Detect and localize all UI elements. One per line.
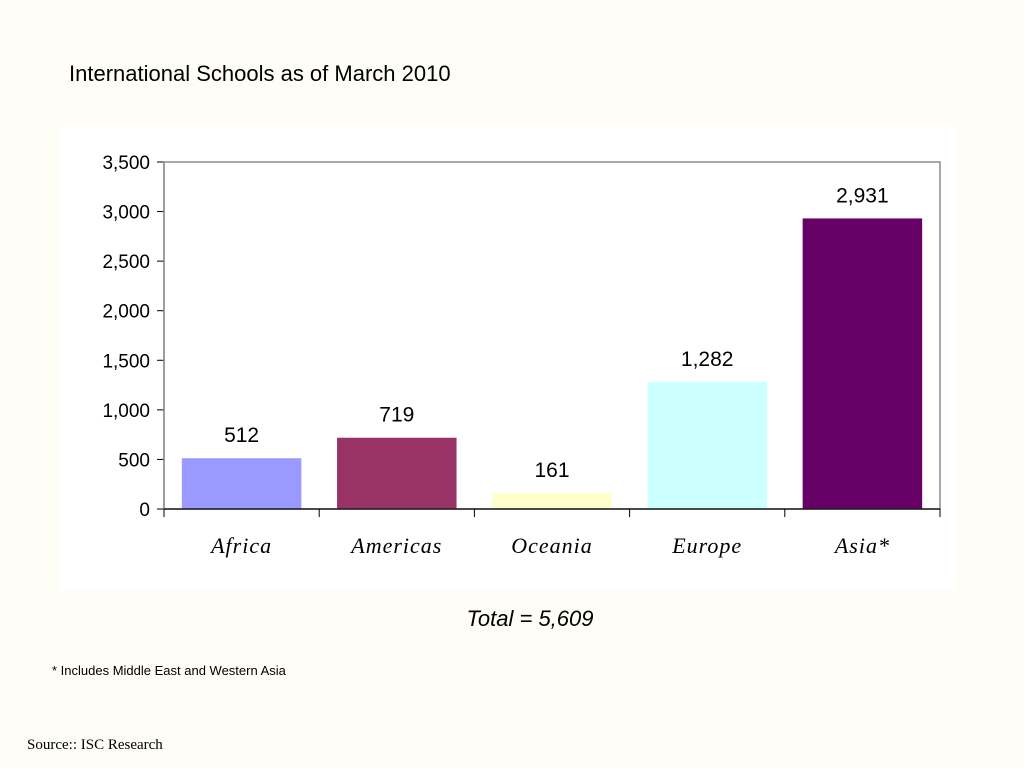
bar: [337, 437, 457, 509]
y-tick-label: 3,500: [102, 153, 150, 174]
y-tick-label: 3,000: [102, 203, 150, 224]
bar-value-label: 161: [534, 459, 569, 482]
bar: [647, 381, 767, 509]
bar-chart: 0 500 1,000 1,500 2,000 2,500 3,000 3,500 512 71…: [102, 153, 941, 558]
y-tick-label: 1,500: [102, 351, 150, 372]
bar: [181, 458, 302, 509]
y-tick-label: 1,000: [102, 401, 150, 422]
footnote: * Includes Middle East and Western Asia: [52, 663, 286, 678]
bar: [802, 218, 923, 509]
y-tick-label: 2,500: [102, 252, 150, 273]
source-note: Source:: ISC Research: [27, 737, 163, 753]
category-label: Africa: [209, 533, 272, 558]
category-label: Asia*: [833, 533, 890, 558]
bar-value-label: 719: [379, 404, 414, 427]
chart-panel: 0 500 1,000 1,500 2,000 2,500 3,000 3,500 512 71…: [60, 126, 957, 590]
category-label: Oceania: [511, 533, 593, 558]
category-labels: Africa Americas Oceania Europe Asia*: [209, 533, 890, 558]
bar-value-label: 2,931: [836, 184, 889, 207]
bar-value-label: 1,282: [681, 348, 734, 371]
bar-value-labels: 512 719 161 1,282 2,931: [224, 184, 889, 482]
y-tick-label: 2,000: [102, 302, 150, 323]
y-tick-label: 500: [118, 450, 150, 471]
category-label: Europe: [671, 533, 742, 558]
x-axis-ticks: [163, 508, 941, 517]
bars: [181, 218, 923, 509]
y-axis-ticks: 0 500 1,000 1,500 2,000 2,500 3,000 3,500: [102, 153, 165, 521]
total-note: Total = 5,609: [466, 606, 594, 631]
y-tick-label: 0: [139, 500, 150, 521]
category-label: Americas: [349, 533, 442, 558]
slide-title: International Schools as of March 2010: [69, 61, 451, 86]
bar: [492, 493, 612, 509]
bar-value-label: 512: [224, 424, 259, 447]
